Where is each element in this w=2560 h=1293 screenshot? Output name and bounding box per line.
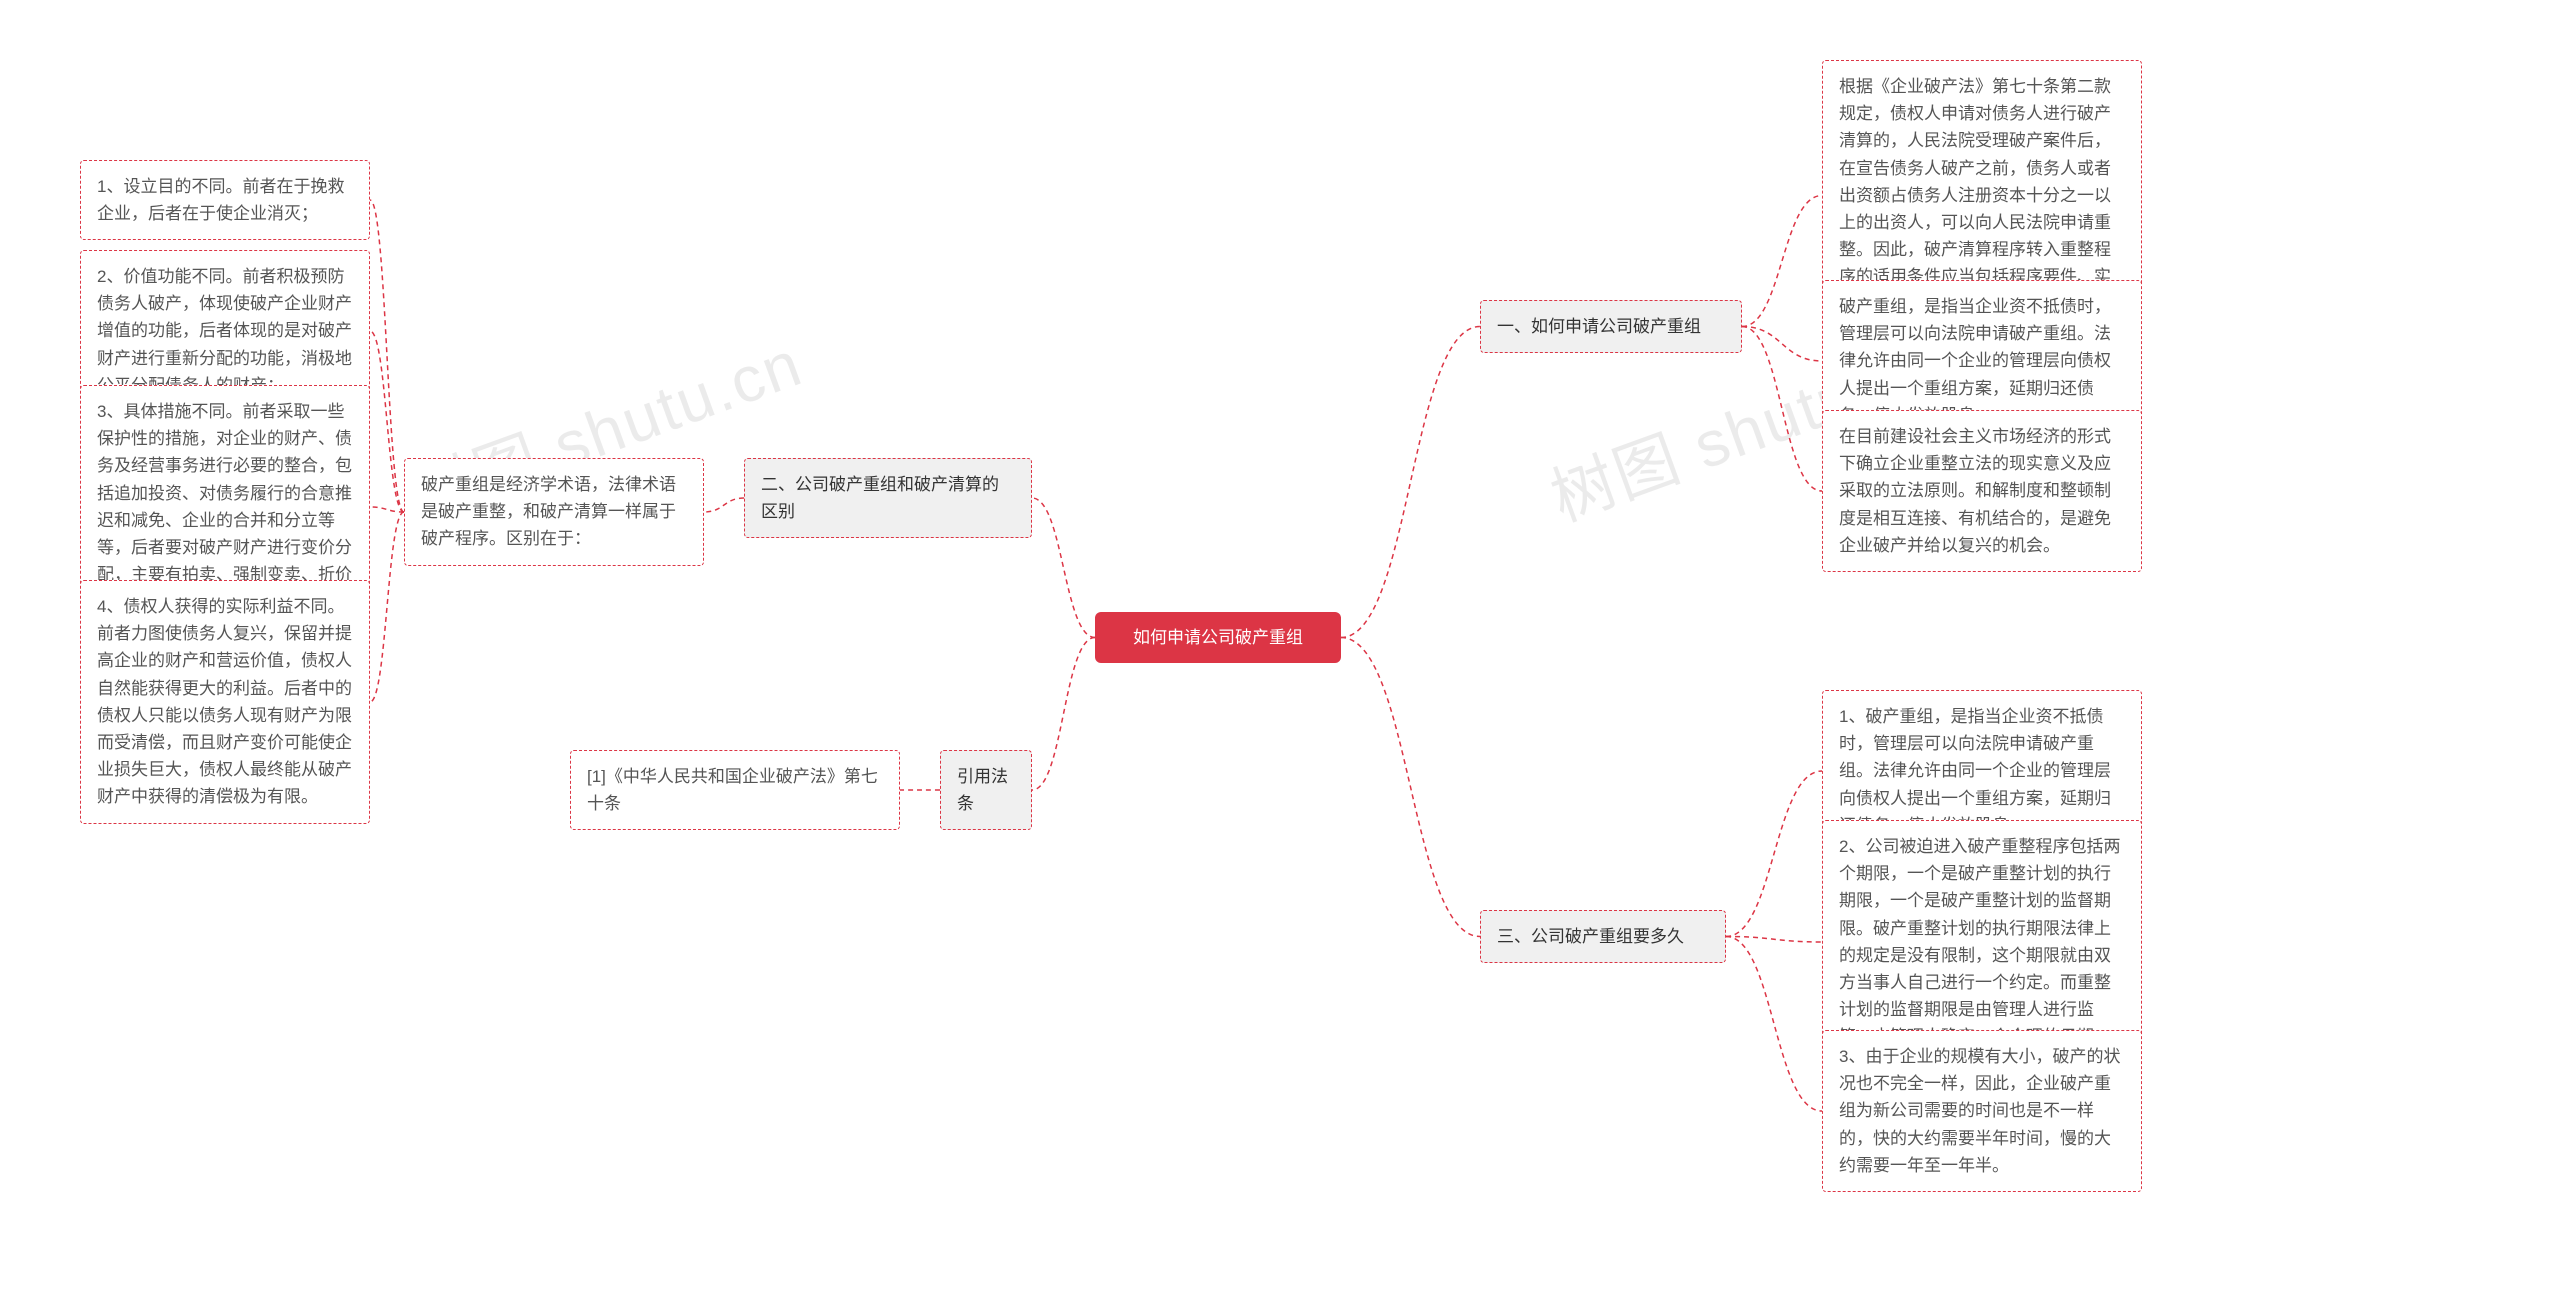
branch-right-2: 三、公司破产重组要多久 bbox=[1480, 910, 1726, 963]
leaf-r2c: 3、由于企业的规模有大小，破产的状况也不完全一样，因此，企业破产重组为新公司需要… bbox=[1822, 1030, 2142, 1192]
branch-right-1: 一、如何申请公司破产重组 bbox=[1480, 300, 1742, 353]
branch-left-1-intro: 破产重组是经济学术语，法律术语是破产重整，和破产清算一样属于破产程序。区别在于： bbox=[404, 458, 704, 566]
leaf-r2b: 2、公司被迫进入破产重整程序包括两个期限，一个是破产重整计划的执行期限，一个是破… bbox=[1822, 820, 2142, 1064]
branch-left-2: 引用法条 bbox=[940, 750, 1032, 830]
leaf-l1a: 1、设立目的不同。前者在于挽救企业，后者在于使企业消灭； bbox=[80, 160, 370, 240]
branch-left-1: 二、公司破产重组和破产清算的区别 bbox=[744, 458, 1032, 538]
root-node: 如何申请公司破产重组 bbox=[1095, 612, 1341, 663]
leaf-l2a: [1]《中华人民共和国企业破产法》第七十条 bbox=[570, 750, 900, 830]
leaf-l1d: 4、债权人获得的实际利益不同。前者力图使债务人复兴，保留并提高企业的财产和营运价… bbox=[80, 580, 370, 824]
leaf-r1c: 在目前建设社会主义市场经济的形式下确立企业重整立法的现实意义及应采取的立法原则。… bbox=[1822, 410, 2142, 572]
